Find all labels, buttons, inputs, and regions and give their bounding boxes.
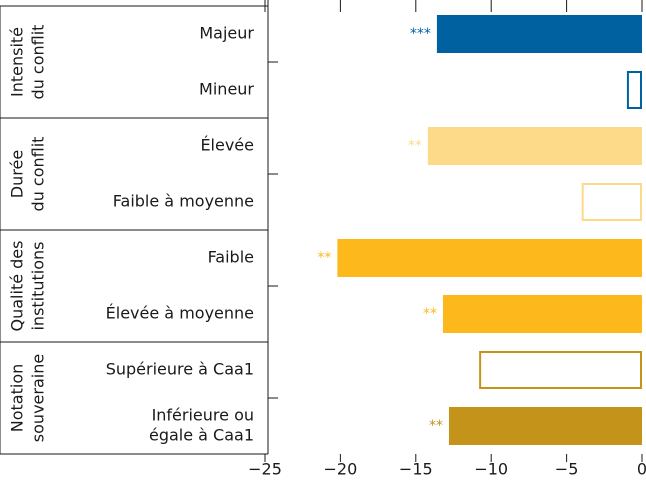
category-label: Majeur xyxy=(199,24,254,43)
x-tick-label: −20 xyxy=(324,460,358,479)
significance-label: ** xyxy=(429,418,443,434)
group-label: Notation xyxy=(8,364,27,432)
bar xyxy=(427,127,642,165)
group-label: Intensité xyxy=(8,27,27,97)
x-tick-label: 0 xyxy=(637,460,646,479)
group-label: souveraine xyxy=(29,354,48,442)
category-label: Faible xyxy=(208,248,254,267)
bar xyxy=(581,183,642,221)
group-label: Qualité des xyxy=(8,241,27,332)
group-label: Durée xyxy=(8,150,27,198)
group-label: du conflit xyxy=(29,137,48,212)
bar xyxy=(337,239,642,277)
x-tick-label: −15 xyxy=(399,460,433,479)
group-label: institutions xyxy=(29,241,48,330)
category-label: Élevée à moyenne xyxy=(106,304,254,323)
significance-label: ** xyxy=(408,138,422,154)
category-label: Élevée xyxy=(200,136,254,155)
bar xyxy=(448,407,642,445)
category-label: Mineur xyxy=(199,80,254,99)
group-label: du conflit xyxy=(29,25,48,100)
bar xyxy=(626,71,642,109)
bar xyxy=(479,351,642,389)
category-label: Faible à moyenne xyxy=(113,192,254,211)
x-tick-label: −5 xyxy=(555,460,579,479)
category-label: Supérieure à Caa1 xyxy=(106,360,254,379)
category-label: égale à Caa1 xyxy=(149,426,254,445)
x-tick-label: −10 xyxy=(474,460,508,479)
significance-label: ** xyxy=(423,306,437,322)
significance-label: ** xyxy=(317,250,331,266)
bar xyxy=(436,15,642,53)
category-label: Inférieure ou xyxy=(152,406,254,425)
x-tick-label: −25 xyxy=(248,460,282,479)
significance-label: *** xyxy=(410,26,431,42)
bar xyxy=(442,295,642,333)
